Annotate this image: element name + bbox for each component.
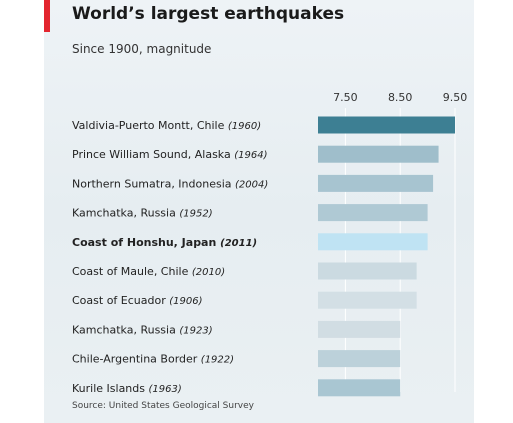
- bar: [318, 116, 455, 134]
- category-year: (1923): [179, 325, 212, 336]
- category-label: Kurile Islands (1963): [72, 382, 182, 395]
- bar: [318, 233, 428, 251]
- category-place: Kurile Islands: [72, 382, 149, 395]
- category-year: (1952): [179, 209, 212, 220]
- x-tick-label: 9.50: [443, 91, 468, 104]
- bar: [318, 379, 401, 397]
- category-place: Coast of Maule, Chile: [72, 265, 192, 278]
- category-place: Valdivia-Puerto Montt, Chile: [72, 119, 228, 132]
- category-labels: Valdivia-Puerto Montt, Chile (1960) Princ…: [72, 119, 268, 395]
- chart-subtitle: Since 1900, magnitude: [72, 42, 212, 56]
- category-place: Coast of Honshu, Japan: [72, 236, 220, 249]
- category-year: (1960): [228, 121, 261, 132]
- category-label: Kamchatka, Russia (1923): [72, 323, 213, 336]
- category-place: Coast of Ecuador: [72, 294, 169, 307]
- category-year: (2011): [220, 238, 257, 249]
- category-year: (1906): [169, 296, 202, 307]
- category-place: Prince William Sound, Alaska: [72, 148, 234, 161]
- category-year: (1963): [149, 384, 182, 395]
- category-year: (2010): [192, 267, 225, 278]
- chart-title: World’s largest earthquakes: [72, 4, 345, 24]
- category-label: Valdivia-Puerto Montt, Chile (1960): [72, 119, 261, 132]
- x-tick-label: 7.50: [333, 91, 358, 104]
- category-year: (2004): [235, 179, 268, 190]
- category-label: Prince William Sound, Alaska (1964): [72, 148, 267, 161]
- category-label: Coast of Ecuador (1906): [72, 294, 203, 307]
- bar: [318, 145, 439, 163]
- bar: [318, 291, 417, 309]
- x-tick-label: 8.50: [388, 91, 413, 104]
- category-label: Northern Sumatra, Indonesia (2004): [72, 177, 268, 190]
- category-place: Chile-Argentina Border: [72, 353, 201, 366]
- brand-accent-bar: [44, 0, 50, 32]
- category-place: Kamchatka, Russia: [72, 323, 179, 336]
- bar: [318, 204, 428, 222]
- category-label: Coast of Maule, Chile (2010): [72, 265, 225, 278]
- category-label: Chile-Argentina Border (1922): [72, 353, 234, 366]
- bar: [318, 320, 401, 338]
- category-label: Kamchatka, Russia (1952): [72, 207, 213, 220]
- category-year: (1922): [201, 355, 234, 366]
- bars: [318, 116, 455, 397]
- category-label: Coast of Honshu, Japan (2011): [72, 236, 257, 249]
- bar: [318, 174, 434, 192]
- category-year: (1964): [234, 150, 267, 161]
- bar: [318, 262, 417, 280]
- source-note: Source: United States Geological Survey: [72, 401, 254, 411]
- category-place: Kamchatka, Russia: [72, 207, 179, 220]
- bar: [318, 350, 401, 368]
- category-place: Northern Sumatra, Indonesia: [72, 177, 235, 190]
